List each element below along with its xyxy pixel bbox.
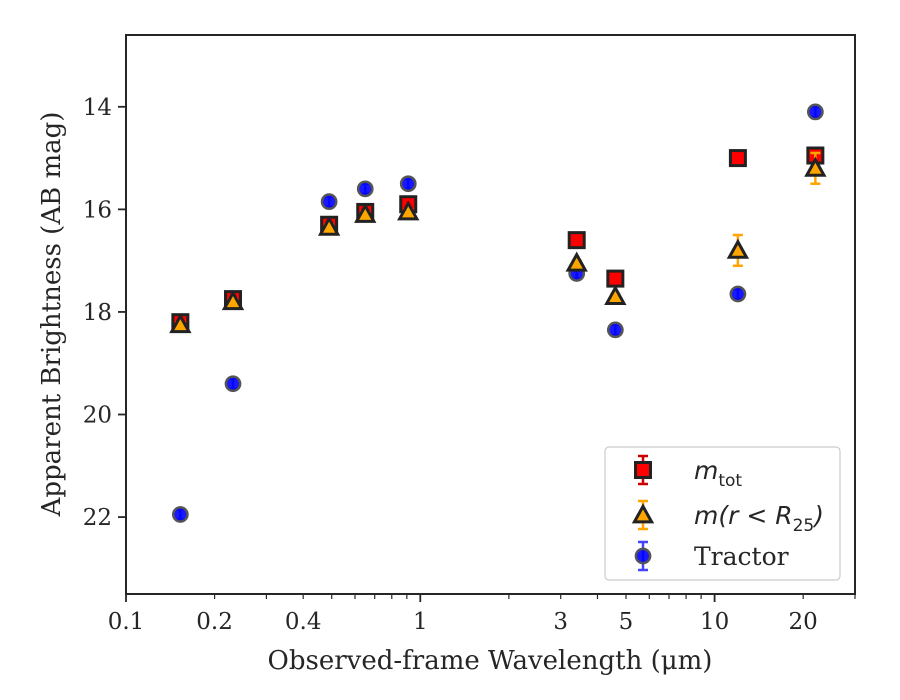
y-tick-label: 14 [83,95,112,121]
circle-marker [606,321,624,339]
data-point [606,269,625,288]
circle-marker [171,506,189,523]
legend-label: mtot [694,456,742,491]
legend-label-base: m(r < R [694,501,793,530]
data-point [728,149,747,168]
x-tick-label: 0.1 [108,609,145,635]
data-point [354,202,377,223]
data-point [171,506,189,523]
data-point [565,251,588,272]
data-point [224,375,242,393]
data-point [399,175,417,193]
data-point [221,289,245,311]
x-axis-title: Observed-frame Wavelength (μm) [268,646,713,676]
plot-area-frame [125,34,856,595]
triangle-marker [397,200,420,221]
y-axis-title: Apparent Brightness (AB mag) [37,112,67,518]
data-point [397,200,420,221]
x-tick-label: 5 [619,609,634,635]
legend-entry: mtot [634,454,742,491]
legend-label: m(r < R25) [694,501,824,536]
legend-entries: mtot m(r < R25) Tractor [631,454,824,572]
y-tick-label: 16 [83,197,112,223]
circle-marker [634,547,652,565]
y-tick-label: 18 [83,300,112,326]
triangle-marker [726,238,750,259]
data-point [606,321,624,339]
y-tick-label: 22 [83,505,112,531]
x-tick-label: 20 [789,609,818,635]
x-axis-ticks: 0.1 0.2 0.4 1 3 5 10 20 [108,594,856,635]
x-tick-label: 1 [413,609,428,635]
data-point [806,103,824,121]
data-series [169,103,827,523]
legend-entry: Tractor [634,540,789,572]
data-point [804,151,827,185]
legend-label-rest: ) [812,501,824,530]
square-marker [728,149,747,168]
circle-marker [224,375,242,393]
x-tick-label: 0.2 [196,609,233,635]
data-point [604,284,627,305]
legend: mtot m(r < R25) Tractor [604,446,841,581]
series-circle [171,103,824,523]
x-tick-label: 10 [700,609,729,635]
circle-marker [729,285,747,303]
legend-label-sub: 25 [793,516,815,536]
triangle-marker [631,503,655,524]
y-axis-ticks: 14 16 18 20 22 [83,95,126,531]
square-marker [606,269,625,288]
series-triangle [169,151,827,334]
legend-label-sub: tot [718,471,742,491]
square-marker [567,231,586,250]
circle-marker [399,175,417,193]
legend-entry: m(r < R25) [631,499,824,536]
square-marker [634,461,652,479]
y-tick-label: 20 [83,403,112,429]
triangle-marker [317,215,341,236]
data-point [317,215,341,236]
legend-label-base: m [694,456,718,485]
legend-box [604,446,841,581]
data-point [729,285,747,303]
data-point [567,231,586,250]
triangle-marker [354,202,377,223]
triangle-marker [604,284,627,305]
data-point [320,193,338,211]
circle-marker [806,103,824,121]
data-point [169,313,192,334]
legend-label: Tractor [694,542,789,571]
triangle-marker [565,251,588,272]
triangle-marker [169,313,192,334]
x-tick-label: 0.4 [285,609,322,635]
x-tick-label: 3 [553,609,568,635]
circle-marker [320,193,338,211]
triangle-marker [221,289,245,311]
data-point [726,233,750,268]
triangle-marker [804,156,827,177]
circle-marker [356,180,374,198]
series-square [171,146,825,332]
data-point [356,180,374,198]
